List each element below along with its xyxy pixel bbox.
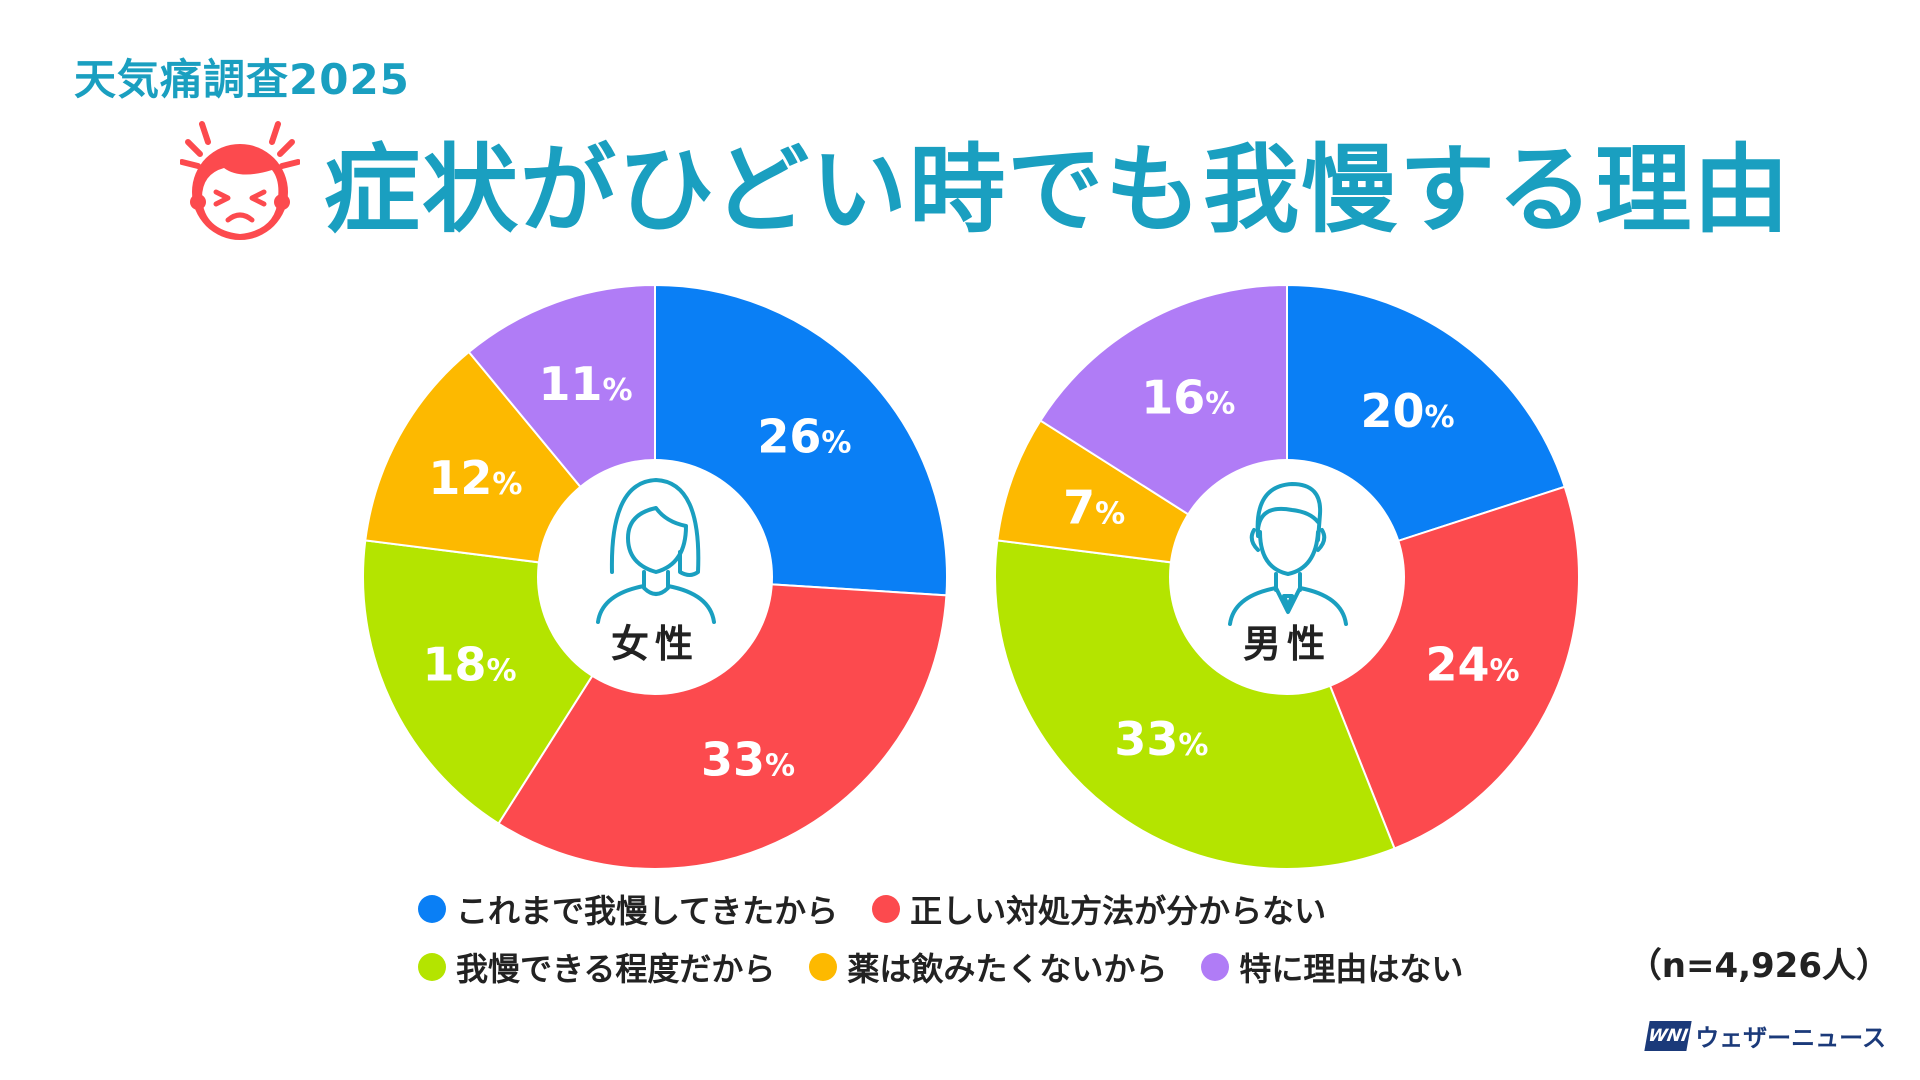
donut-hole — [1169, 459, 1405, 695]
man-icon — [1228, 482, 1348, 626]
legend: これまで我慢してきたから 正しい対処方法が分からない 我慢できる程度だから 薬は… — [418, 880, 1497, 996]
legend-label: 特に理由はない — [1239, 950, 1464, 988]
slice-value-label: 16% — [1141, 370, 1235, 424]
brand: WNI ウェザーニュース — [1644, 1018, 1886, 1053]
legend-row-2: 我慢できる程度だから 薬は飲みたくないから 特に理由はない — [418, 938, 1497, 996]
female-center-label: 女性 — [611, 622, 699, 666]
woman-icon — [596, 478, 716, 624]
legend-item: これまで我慢してきたから — [418, 886, 838, 932]
male-pie-svg: 20% 24% 33% 7% 16% 男性 — [994, 283, 1580, 870]
legend-label: これまで我慢してきたから — [456, 892, 839, 930]
male-pie-chart: 20% 24% 33% 7% 16% 男性 — [992, 282, 1582, 872]
legend-label: 我慢できる程度だから — [456, 950, 776, 988]
legend-label: 正しい対処方法が分からない — [910, 892, 1327, 930]
legend-dot — [418, 953, 446, 981]
legend-dot — [809, 953, 838, 981]
slice-value-label: 11% — [539, 357, 633, 411]
male-center-label: 男性 — [1243, 622, 1331, 666]
slice-value-label: 33% — [1114, 712, 1208, 766]
donut-hole — [537, 459, 773, 695]
slice-value-label: 18% — [422, 637, 516, 691]
page-title: 症状がひどい時でも我慢する理由 — [324, 134, 1792, 246]
brand-logo: WNI — [1644, 1020, 1692, 1051]
slice-value-label: 7% — [1063, 481, 1125, 535]
legend-dot — [1201, 953, 1230, 981]
legend-row-1: これまで我慢してきたから 正しい対処方法が分からない — [418, 880, 1497, 938]
legend-item: 我慢できる程度だから — [418, 944, 775, 990]
title-row: 症状がひどい時でも我慢する理由 — [180, 112, 1791, 251]
slice-value-label: 20% — [1360, 384, 1454, 438]
legend-dot — [418, 895, 446, 923]
female-pie-svg: 26% 33% 18% 12% 11% 女性 — [362, 283, 948, 870]
slice-value-label: 12% — [428, 451, 522, 505]
headache-face-icon — [180, 120, 300, 240]
legend-item: 薬は飲みたくないから — [809, 944, 1167, 990]
female-pie-chart: 26% 33% 18% 12% 11% 女性 — [360, 282, 950, 872]
brand-name: ウェザーニュース — [1695, 1024, 1886, 1052]
legend-dot — [872, 895, 901, 923]
legend-label: 薬は飲みたくないから — [847, 950, 1168, 988]
legend-item: 特に理由はない — [1201, 944, 1463, 990]
slice-value-label: 24% — [1425, 637, 1519, 691]
subtitle: 天気痛調査2025 — [74, 55, 410, 104]
slice-value-label: 33% — [701, 733, 795, 787]
legend-item: 正しい対処方法が分からない — [872, 886, 1326, 932]
sample-size: （n=4,926人） — [1627, 946, 1890, 986]
slice-value-label: 26% — [757, 410, 851, 464]
